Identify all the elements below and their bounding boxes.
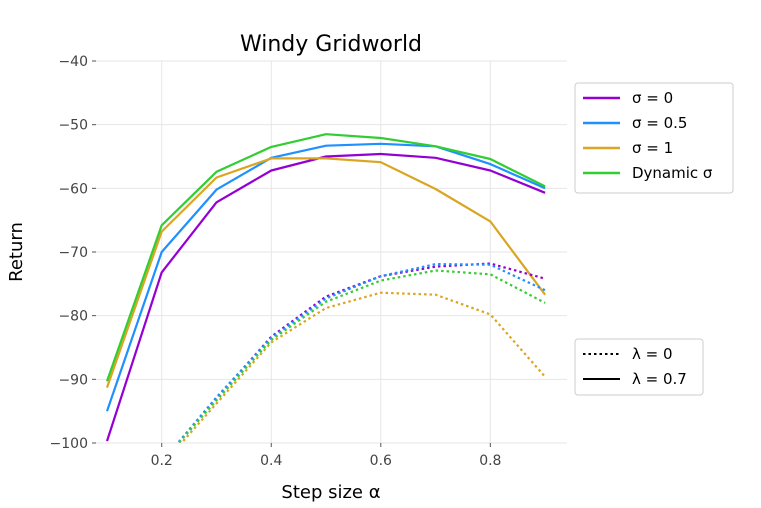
y-tick-label: −60 (58, 181, 88, 197)
y-tick-label: −50 (58, 118, 88, 134)
y-tick-label: −70 (58, 245, 88, 261)
legend-sigma: σ = 0 σ = 0.5 σ = 1 Dynamic σ (574, 82, 734, 194)
legend-label: λ = 0 (632, 345, 673, 363)
legend-label: σ = 1 (632, 139, 673, 157)
x-axis-title: Step size α (281, 482, 380, 503)
y-axis-title: Return (6, 222, 27, 282)
y-tick-label: −40 (58, 54, 88, 70)
legend-lambda: λ = 0 λ = 0.7 (574, 338, 704, 396)
legend-sigma-frame (574, 82, 734, 194)
x-tick-label: 0.4 (260, 453, 282, 469)
y-tick-label: −100 (50, 436, 88, 452)
x-tick-label: 0.2 (151, 453, 173, 469)
y-tick-label: −80 (58, 309, 88, 325)
series-line-lambda0-dynamic (177, 269, 546, 443)
series-line-lambda07-dynamic (105, 133, 546, 382)
legend-label: λ = 0.7 (632, 370, 687, 388)
grid (96, 60, 567, 444)
series-line-lambda07-0-5 (105, 142, 546, 412)
series-line-lambda07-0 (105, 152, 546, 442)
legend-label: Dynamic σ (632, 164, 713, 182)
y-tick-label: −90 (58, 372, 88, 388)
series-line-lambda07-1 (105, 157, 546, 388)
chart-title: Windy Gridworld (240, 32, 422, 57)
series-lines (105, 133, 546, 443)
legend-label: σ = 0.5 (632, 114, 687, 132)
x-tick-label: 0.8 (479, 453, 501, 469)
x-tick-label: 0.6 (370, 453, 392, 469)
legend-label: σ = 0 (632, 89, 673, 107)
series-line-lambda0-1 (180, 291, 546, 443)
ticks: −100 −90 −80 −70 −60 −50 −40 0.2 0.4 0.6 0.8 (50, 54, 502, 469)
